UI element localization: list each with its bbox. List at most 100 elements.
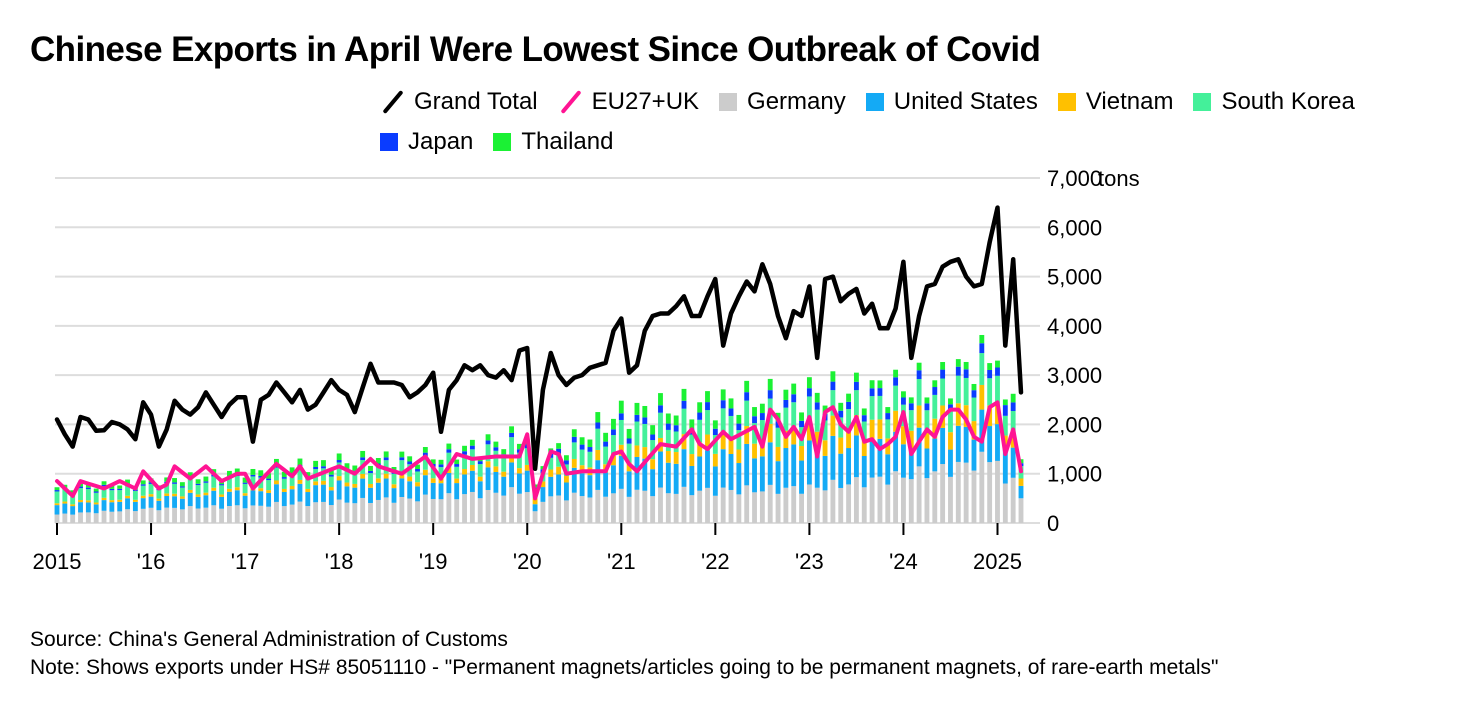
bar-segment-south-korea	[814, 409, 820, 432]
bar-segment-thailand	[853, 372, 859, 382]
bar-segment-germany	[415, 501, 420, 523]
bar-segment-united-states	[634, 456, 640, 490]
bar-segment-germany	[501, 495, 507, 523]
bar-segment-south-korea	[838, 417, 844, 438]
bar-segment-united-states	[775, 461, 781, 494]
bar-segment-thailand	[462, 445, 467, 452]
bar-segment-united-states	[799, 460, 804, 494]
bar-segment-japan	[712, 428, 718, 436]
bar-segment-germany	[940, 464, 946, 523]
bar-segment-thailand	[54, 487, 60, 491]
bar-segment-thailand	[642, 405, 648, 418]
bar-segment-south-korea	[140, 485, 146, 496]
bar-segment-south-korea	[932, 394, 938, 419]
bar-segment-united-states	[85, 502, 91, 513]
bar-segment-south-korea	[556, 453, 562, 467]
bar-segment-united-states	[587, 475, 593, 498]
bar-segment-vietnam	[109, 500, 115, 503]
bar-segment-united-states	[940, 427, 946, 465]
bar-segment-vietnam	[524, 464, 530, 471]
bar-segment-germany	[281, 506, 287, 523]
bar-segment-vietnam	[626, 462, 632, 472]
bar-segment-united-states	[705, 450, 710, 488]
bar-segment-japan	[885, 413, 891, 420]
legend-swatch-vietnam	[1057, 93, 1076, 111]
legend-item-germany: Germany	[719, 88, 846, 116]
bar-segment-germany	[140, 508, 146, 523]
bar-segment-vietnam	[673, 452, 679, 464]
bar-segment-south-korea	[368, 473, 373, 484]
bar-segment-thailand	[932, 380, 938, 388]
bar-segment-south-korea	[493, 450, 499, 467]
bar-segment-japan	[85, 487, 91, 490]
bar-segment-south-korea	[172, 483, 177, 494]
bar-segment-japan	[360, 457, 366, 461]
bar-segment-japan	[759, 413, 765, 421]
bar-segment-vietnam	[305, 488, 311, 493]
bar-segment-south-korea	[266, 480, 272, 491]
bar-segment-united-states	[352, 487, 358, 504]
bar-segment-vietnam	[830, 415, 836, 436]
bar-segment-united-states	[148, 496, 154, 508]
bar-segment-south-korea	[156, 490, 162, 499]
bar-segment-germany	[963, 462, 969, 523]
bar-segment-united-states	[78, 502, 83, 513]
bar-segment-south-korea	[187, 478, 193, 490]
bar-segment-vietnam	[125, 495, 130, 499]
bar-segment-south-korea	[689, 434, 695, 455]
bar-segment-germany	[391, 502, 397, 523]
bar-segment-germany	[305, 506, 311, 523]
bar-segment-south-korea	[979, 353, 985, 385]
bar-segment-united-states	[344, 486, 350, 503]
bar-segment-united-states	[375, 482, 381, 500]
bar-segment-germany	[720, 487, 726, 523]
bar-segment-united-states	[516, 473, 522, 494]
bar-segment-japan	[861, 415, 867, 422]
bar-segment-germany	[556, 495, 562, 523]
bar-segment-thailand	[571, 429, 577, 437]
bar-segment-japan	[893, 377, 899, 386]
bar-segment-united-states	[454, 483, 460, 500]
bar-segment-vietnam	[407, 476, 413, 482]
bar-segment-japan	[454, 464, 460, 467]
bar-segment-thailand	[744, 380, 750, 393]
bar-segment-south-korea	[274, 467, 279, 481]
bar-segment-germany	[274, 501, 279, 523]
bar-segment-japan	[117, 488, 123, 491]
bar-segment-japan	[673, 425, 679, 432]
bar-segment-south-korea	[728, 415, 734, 439]
bar-segment-germany	[195, 508, 201, 523]
bar-segment-germany	[861, 487, 867, 523]
legend-swatch-japan	[380, 133, 398, 151]
bar-segment-germany	[85, 512, 91, 523]
bar-segment-japan	[571, 436, 577, 443]
bar-segment-south-korea	[446, 452, 452, 468]
bar-segment-united-states	[658, 451, 663, 488]
chart-footer: Source: China's General Administration o…	[30, 626, 1218, 682]
bar-segment-united-states	[611, 465, 616, 494]
bar-segment-japan	[924, 403, 930, 411]
bar-segment-south-korea	[70, 494, 76, 505]
bar-segment-united-states	[297, 483, 303, 502]
y-tick-label: 4,000	[1047, 314, 1102, 339]
bar-segment-germany	[697, 490, 703, 523]
bar-segment-germany	[814, 487, 820, 523]
bar-segment-germany	[689, 495, 695, 523]
bar-segment-thailand	[618, 400, 624, 414]
bar-segment-thailand	[430, 459, 436, 464]
bar-segment-thailand	[101, 481, 107, 485]
bar-segment-japan	[650, 434, 656, 441]
bar-segment-germany	[454, 499, 460, 523]
bar-segment-japan	[179, 486, 185, 488]
bar-segment-japan	[469, 445, 475, 450]
bar-segment-japan	[407, 461, 413, 465]
bar-segment-thailand	[979, 334, 985, 344]
bar-segment-thailand	[673, 415, 679, 426]
bar-segment-united-states	[274, 484, 279, 502]
bar-segment-vietnam	[853, 415, 859, 436]
bar-segment-thailand	[901, 391, 906, 398]
bar-segment-germany	[438, 499, 444, 523]
bar-segment-japan	[752, 416, 757, 424]
bar-segment-thailand	[924, 397, 930, 404]
bar-segment-vietnam	[642, 447, 648, 459]
